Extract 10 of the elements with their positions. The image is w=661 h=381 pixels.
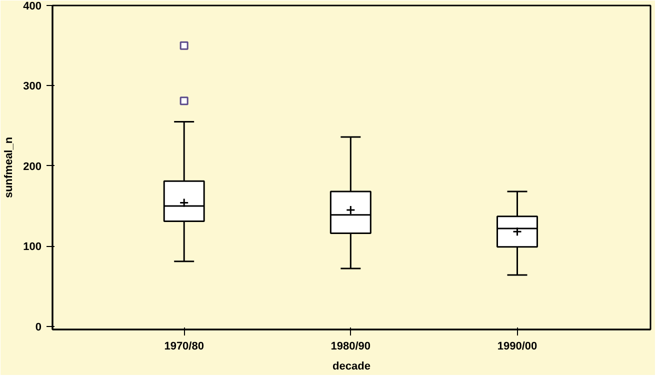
y-tick-label: 300 — [23, 80, 42, 93]
y-tick-label: 200 — [23, 160, 42, 173]
y-tick-label: 400 — [23, 0, 42, 12]
x-tick-label: 1990/00 — [497, 340, 538, 352]
x-tick-label: 1970/80 — [164, 340, 204, 352]
y-tick-label: 0 — [35, 321, 42, 334]
x-tick-label: 1980/90 — [330, 340, 371, 352]
y-tick-label: 100 — [23, 241, 42, 254]
y-axis-title: sunfmeal_n — [3, 136, 16, 198]
x-axis-title: decade — [332, 360, 370, 372]
